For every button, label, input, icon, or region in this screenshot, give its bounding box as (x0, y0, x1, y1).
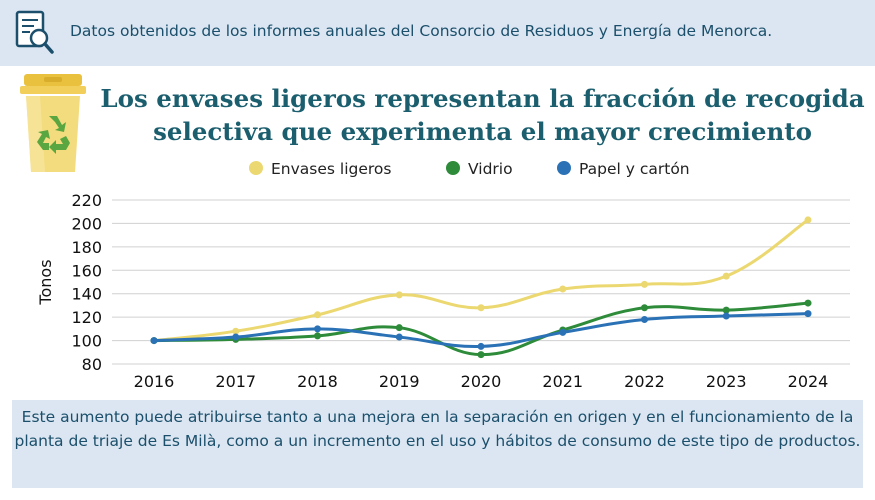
series-line (152, 218, 810, 343)
x-tick-label: 2022 (624, 372, 665, 391)
data-point (314, 311, 321, 319)
data-point (395, 324, 403, 332)
y-axis-label: Tonos (36, 259, 55, 305)
y-tick-label: 220 (71, 191, 102, 210)
data-point (395, 291, 403, 299)
x-tick-label: 2023 (706, 372, 747, 391)
y-tick-label: 140 (71, 285, 102, 304)
y-tick-label: 80 (82, 355, 102, 374)
legend-label: Vidrio (468, 160, 513, 178)
data-point (395, 333, 403, 341)
legend-label: Papel y cartón (579, 160, 690, 178)
x-tick-label: 2024 (788, 372, 829, 391)
source-note: Datos obtenidos de los informes anuales … (70, 22, 773, 40)
x-tick-label: 2020 (461, 372, 502, 391)
data-point (722, 306, 730, 314)
data-point (722, 272, 730, 280)
data-point (559, 285, 567, 293)
data-point (559, 328, 567, 336)
data-point (477, 351, 485, 359)
x-tick-label: 2017 (215, 372, 256, 391)
chart-title-line-1: Los envases ligeros representan la fracc… (100, 84, 865, 113)
y-tick-label: 120 (71, 308, 102, 327)
data-point (477, 342, 485, 350)
data-point (477, 304, 485, 312)
data-point (722, 312, 730, 320)
data-point (232, 327, 240, 335)
data-point (804, 299, 812, 307)
x-tick-label: 2016 (134, 372, 175, 391)
footer-banner (12, 400, 863, 488)
data-point (804, 310, 812, 318)
x-tick-label: 2018 (297, 372, 338, 391)
legend-marker (557, 161, 571, 175)
series-line (152, 312, 810, 348)
y-tick-label: 180 (71, 238, 102, 257)
legend-marker (249, 161, 263, 175)
line-chart: Envases ligeros Vidrio Papel y cartón 80 100… (36, 160, 850, 391)
data-point (314, 325, 321, 333)
x-tick-label: 2021 (542, 372, 583, 391)
y-tick-label: 160 (71, 261, 102, 280)
data-point (232, 333, 240, 341)
source-banner (0, 0, 875, 66)
y-tick-label: 200 (71, 214, 102, 233)
chart-title-line-2: selectiva que experimenta el mayor creci… (153, 117, 812, 146)
footer-note: Este aumento puede atribuirse tanto a un… (14, 408, 861, 450)
recycling-bin-icon (20, 74, 86, 172)
data-point (641, 304, 648, 312)
data-point (641, 280, 648, 288)
data-point (804, 216, 812, 224)
legend-label: Envases ligeros (271, 160, 391, 178)
data-point (641, 315, 648, 323)
data-point (314, 332, 321, 340)
document-search-icon (15, 10, 54, 54)
x-tick-label: 2019 (379, 372, 420, 391)
legend-marker (446, 161, 460, 175)
data-point (150, 337, 158, 345)
y-tick-label: 100 (71, 332, 102, 351)
